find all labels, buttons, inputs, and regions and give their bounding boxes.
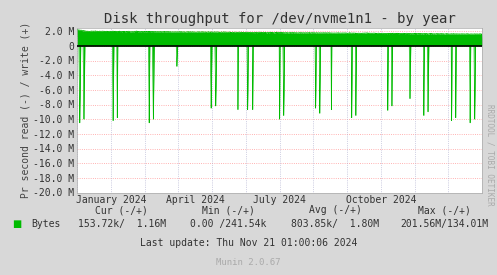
Text: Max (-/+): Max (-/+)	[418, 205, 471, 215]
Text: 153.72k/  1.16M: 153.72k/ 1.16M	[78, 219, 166, 229]
Title: Disk throughput for /dev/nvme1n1 - by year: Disk throughput for /dev/nvme1n1 - by ye…	[104, 12, 455, 26]
Text: 803.85k/  1.80M: 803.85k/ 1.80M	[291, 219, 380, 229]
Text: Munin 2.0.67: Munin 2.0.67	[216, 258, 281, 267]
Text: Min (-/+): Min (-/+)	[202, 205, 255, 215]
Text: 201.56M/134.01M: 201.56M/134.01M	[401, 219, 489, 229]
Text: 0.00 /241.54k: 0.00 /241.54k	[190, 219, 267, 229]
Text: Last update: Thu Nov 21 01:00:06 2024: Last update: Thu Nov 21 01:00:06 2024	[140, 238, 357, 248]
Text: Avg (-/+): Avg (-/+)	[309, 205, 362, 215]
Text: Cur (-/+): Cur (-/+)	[95, 205, 148, 215]
Text: Bytes: Bytes	[31, 219, 60, 229]
Text: RRDTOOL / TOBI OETIKER: RRDTOOL / TOBI OETIKER	[486, 104, 495, 206]
Y-axis label: Pr second read (-) / write (+): Pr second read (-) / write (+)	[20, 22, 30, 198]
Text: ■: ■	[12, 219, 22, 229]
